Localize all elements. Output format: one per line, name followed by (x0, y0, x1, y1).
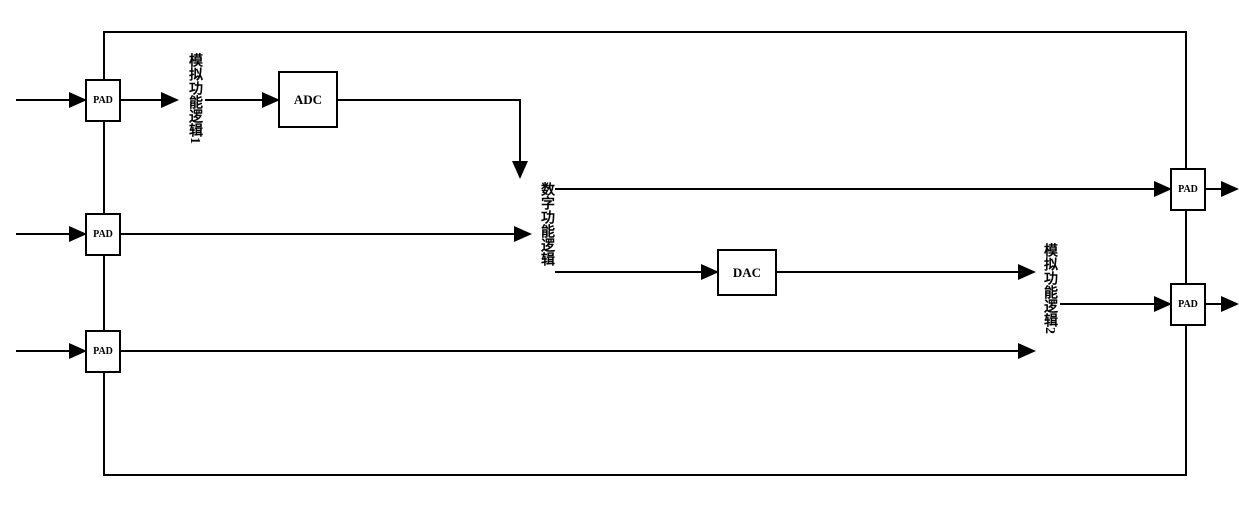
pad-label-5: PAD (1178, 299, 1198, 310)
pad-label-1: PAD (93, 95, 113, 106)
digital-logic-label: 数字功能逻辑 (536, 182, 556, 266)
pad-box-4: PAD (1170, 168, 1206, 211)
dac-box: DAC (717, 249, 777, 296)
pad-box-5: PAD (1170, 283, 1206, 326)
pad-box-3: PAD (85, 330, 121, 373)
analog-logic-1-label: 模拟功能逻辑1 (184, 53, 204, 144)
pad-label-2: PAD (93, 229, 113, 240)
adc-box: ADC (278, 71, 338, 128)
adc-label: ADC (294, 92, 322, 108)
analog-logic-2-label: 模拟功能逻辑2 (1039, 243, 1059, 334)
pad-label-3: PAD (93, 346, 113, 357)
pad-box-1: PAD (85, 79, 121, 122)
pad-box-2: PAD (85, 213, 121, 256)
diagram-outer-box (103, 31, 1187, 476)
pad-label-4: PAD (1178, 184, 1198, 195)
dac-label: DAC (733, 265, 761, 281)
